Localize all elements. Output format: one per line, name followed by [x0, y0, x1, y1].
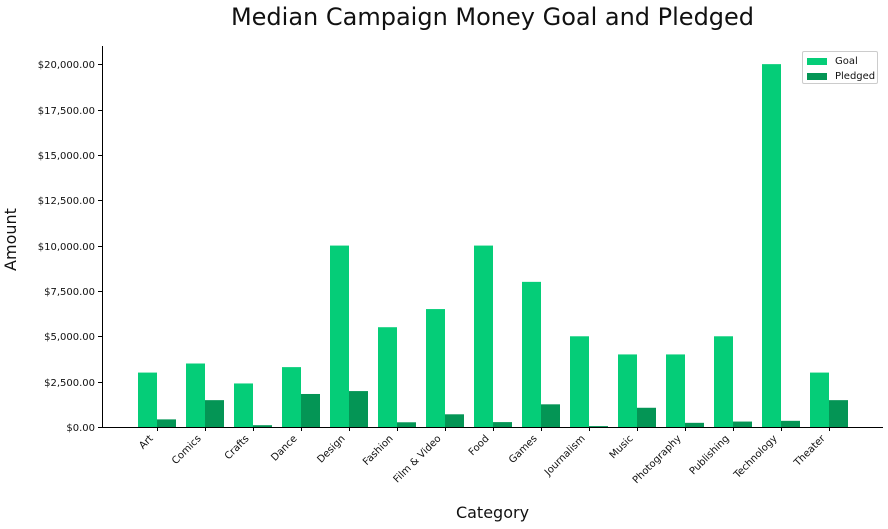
legend: Goal Pledged	[802, 51, 878, 84]
bar-pledged-music	[637, 407, 656, 427]
bar-goal-design	[330, 245, 349, 427]
bar-goal-publishing	[714, 336, 733, 427]
bar-pledged-comics	[205, 400, 224, 427]
x-tick-label: Publishing	[688, 433, 732, 477]
x-tick-label: Dance	[269, 433, 299, 463]
bar-pledged-dance	[301, 393, 320, 427]
x-tick-label: Games	[507, 433, 540, 466]
y-tick-label: $10,000.00	[38, 242, 95, 253]
bar-pledged-fashion	[397, 422, 416, 427]
y-tick-label: $20,000.00	[38, 60, 95, 71]
legend-swatch-pledged	[807, 72, 827, 80]
x-tick-label: Journalism	[542, 433, 587, 478]
x-tick-label: Design	[315, 433, 347, 465]
legend-label-pledged: Pledged	[835, 70, 876, 82]
bar-goal-dance	[282, 367, 301, 427]
legend-item-goal: Goal	[807, 55, 858, 67]
bar-pledged-crafts	[253, 425, 272, 427]
legend-item-pledged: Pledged	[807, 70, 875, 82]
bar-pledged-games	[541, 404, 560, 427]
x-tick-label: Food	[467, 433, 492, 458]
bar-goal-comics	[186, 363, 205, 427]
bar-goal-games	[522, 281, 541, 427]
chart-title: Median Campaign Money Goal and Pledged	[230, 3, 755, 31]
bar-goal-technology	[762, 64, 781, 428]
bar-pledged-journalism	[589, 426, 608, 427]
bar-pledged-photography	[685, 422, 704, 427]
bar-goal-film-video	[426, 309, 445, 427]
bar-goal-photography	[666, 354, 685, 427]
x-tick-label: Fashion	[361, 433, 395, 467]
bar-goal-journalism	[570, 336, 589, 427]
bar-pledged-food	[493, 422, 512, 427]
bar-goal-crafts	[234, 383, 253, 427]
bar-pledged-publishing	[733, 421, 752, 427]
y-axis: $0.00 $2,500.00 $5,000.00 $7,500.00 $10,000.…	[38, 46, 103, 434]
x-tick-label: Crafts	[223, 433, 252, 462]
x-axis-label: Category	[455, 503, 530, 522]
x-tick-label: Theater	[792, 433, 829, 470]
legend-swatch-goal	[807, 57, 827, 65]
y-tick-label: $17,500.00	[38, 106, 95, 117]
bar-pledged-film-video	[445, 414, 464, 427]
bar-pledged-theater	[829, 400, 848, 427]
bar-goal-theater	[810, 372, 829, 427]
bar-goal-art	[138, 372, 157, 427]
x-tick-label: Art	[137, 433, 155, 451]
bar-pledged-technology	[781, 420, 800, 427]
y-tick-label: $15,000.00	[38, 151, 95, 162]
x-tick-label: Photography	[631, 433, 684, 486]
x-tick-label: Music	[608, 433, 636, 461]
x-tick-label: Comics	[170, 433, 203, 466]
bars-group	[138, 64, 848, 428]
legend-label-goal: Goal	[835, 55, 858, 67]
y-tick-label: $5,000.00	[44, 332, 95, 343]
x-tick-label: Technology	[732, 433, 780, 481]
bar-goal-food	[474, 245, 493, 427]
bar-pledged-design	[349, 391, 368, 427]
bar-goal-fashion	[378, 327, 397, 427]
x-tick-label: Film & Video	[392, 433, 444, 485]
bar-goal-music	[618, 354, 637, 427]
y-tick-label: $12,500.00	[38, 196, 95, 207]
bar-pledged-art	[157, 419, 176, 427]
y-tick-label: $0.00	[66, 423, 95, 434]
y-tick-label: $2,500.00	[44, 378, 95, 389]
y-tick-label: $7,500.00	[44, 287, 95, 298]
